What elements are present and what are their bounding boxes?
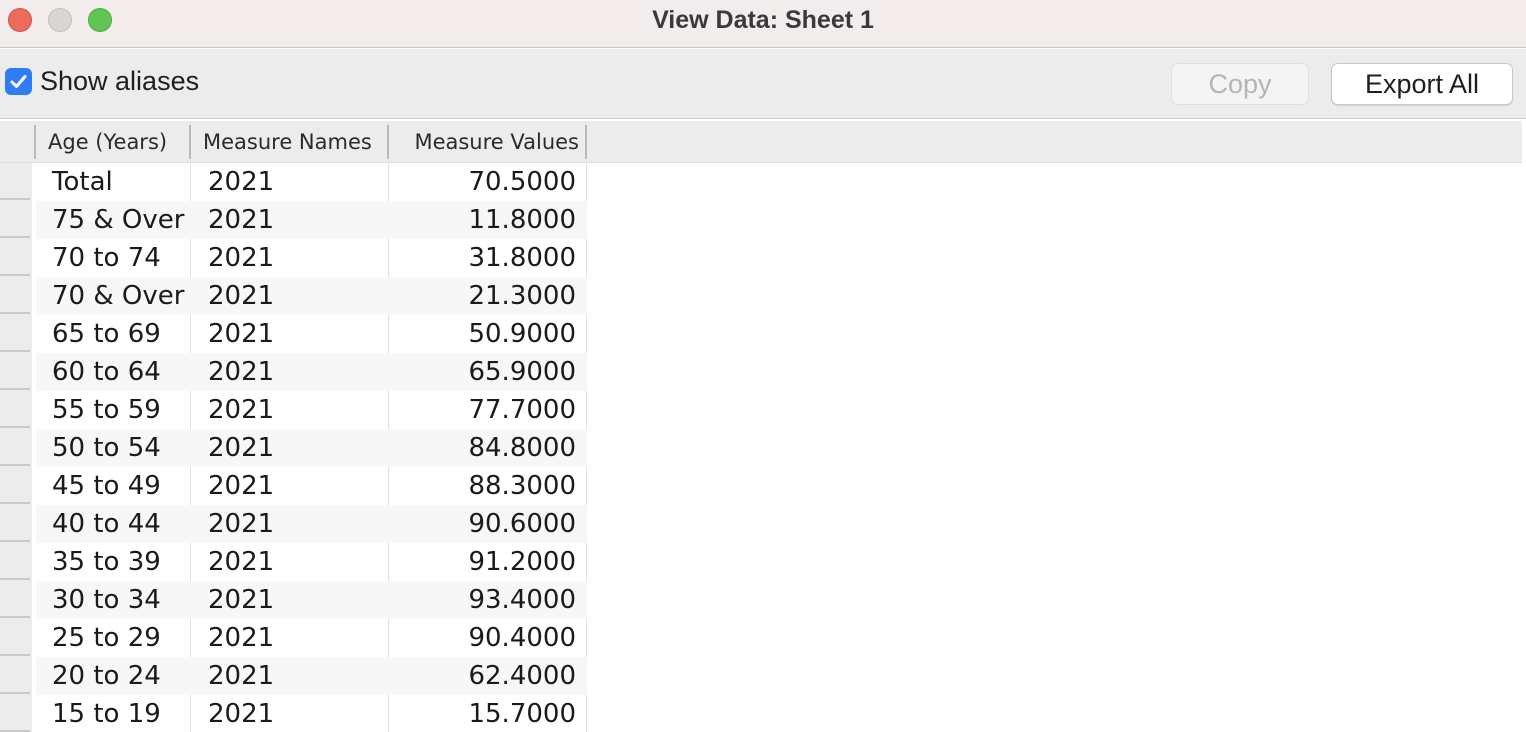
close-window-button[interactable] xyxy=(8,8,32,32)
cell-measure-values[interactable]: 31.8000 xyxy=(468,243,576,273)
cell-measure-values[interactable]: 65.9000 xyxy=(468,357,576,387)
export-all-button[interactable]: Export All xyxy=(1331,63,1513,105)
row-header-column xyxy=(0,163,32,732)
cell-measure-names[interactable]: 2021 xyxy=(208,281,275,311)
table-row[interactable]: 25 to 29 2021 90.4000 xyxy=(36,619,587,657)
cell-measure-values[interactable]: 93.4000 xyxy=(468,585,576,615)
cell-measure-names[interactable]: 2021 xyxy=(208,509,275,539)
cell-age[interactable]: 50 to 54 xyxy=(52,433,161,463)
cell-measure-names[interactable]: 2021 xyxy=(208,623,275,653)
row-header-separator xyxy=(0,236,30,238)
cell-age[interactable]: 20 to 24 xyxy=(52,661,161,691)
maximize-window-button[interactable] xyxy=(88,8,112,32)
table-row[interactable]: 50 to 54 2021 84.8000 xyxy=(36,429,587,467)
row-header-separator xyxy=(0,464,30,466)
cell-age[interactable]: 30 to 34 xyxy=(52,585,161,615)
cell-age[interactable]: 35 to 39 xyxy=(52,547,161,577)
cell-age[interactable]: 25 to 29 xyxy=(52,623,161,653)
cell-age[interactable]: 60 to 64 xyxy=(52,357,161,387)
cell-measure-values[interactable]: 15.7000 xyxy=(468,699,576,729)
cell-measure-values[interactable]: 91.2000 xyxy=(468,547,576,577)
row-header-separator xyxy=(0,198,30,200)
cell-age[interactable]: 15 to 19 xyxy=(52,699,161,729)
cell-age[interactable]: 75 & Over xyxy=(52,205,185,235)
column-header-age[interactable]: Age (Years) xyxy=(34,125,191,159)
cell-age[interactable]: 70 & Over xyxy=(52,281,185,311)
row-header-separator xyxy=(0,388,30,390)
table-row[interactable]: 15 to 19 2021 15.7000 xyxy=(36,695,587,732)
cell-measure-names[interactable]: 2021 xyxy=(208,205,275,235)
cell-measure-names[interactable]: 2021 xyxy=(208,547,275,577)
checkmark-icon xyxy=(10,75,27,88)
title-bar: View Data: Sheet 1 xyxy=(0,0,1526,48)
data-table: Age (Years) Measure Names Measure Values… xyxy=(0,121,1526,732)
row-header-separator xyxy=(0,312,30,314)
cell-measure-names[interactable]: 2021 xyxy=(208,357,275,387)
table-row[interactable]: 40 to 44 2021 90.6000 xyxy=(36,505,587,543)
row-header-separator xyxy=(0,274,30,276)
table-header: Age (Years) Measure Names Measure Values xyxy=(0,121,1522,163)
row-header-separator xyxy=(0,502,30,504)
cell-measure-names[interactable]: 2021 xyxy=(208,319,275,349)
table-row[interactable]: 35 to 39 2021 91.2000 xyxy=(36,543,587,581)
cell-measure-names[interactable]: 2021 xyxy=(208,395,275,425)
cell-measure-names[interactable]: 2021 xyxy=(208,699,275,729)
table-row[interactable]: 70 & Over 2021 21.3000 xyxy=(36,277,587,315)
cell-measure-values[interactable]: 77.7000 xyxy=(468,395,576,425)
cell-measure-values[interactable]: 84.8000 xyxy=(468,433,576,463)
show-aliases-label[interactable]: Show aliases xyxy=(40,66,200,96)
cell-measure-values[interactable]: 90.6000 xyxy=(468,509,576,539)
cell-age[interactable]: Total xyxy=(52,167,113,197)
table-row[interactable]: 20 to 24 2021 62.4000 xyxy=(36,657,587,695)
table-row[interactable]: 60 to 64 2021 65.9000 xyxy=(36,353,587,391)
table-row[interactable]: Total 2021 70.5000 xyxy=(36,163,587,201)
row-header-separator xyxy=(0,616,30,618)
table-row[interactable]: 45 to 49 2021 88.3000 xyxy=(36,467,587,505)
cell-measure-names[interactable]: 2021 xyxy=(208,433,275,463)
row-header-separator xyxy=(0,350,30,352)
row-header-separator xyxy=(0,654,30,656)
row-header-separator xyxy=(0,540,30,542)
cell-measure-values[interactable]: 70.5000 xyxy=(468,167,576,197)
cell-age[interactable]: 65 to 69 xyxy=(52,319,161,349)
cell-measure-values[interactable]: 62.4000 xyxy=(468,661,576,691)
cell-age[interactable]: 45 to 49 xyxy=(52,471,161,501)
table-row[interactable]: 75 & Over 2021 11.8000 xyxy=(36,201,587,239)
cell-age[interactable]: 40 to 44 xyxy=(52,509,161,539)
row-header-separator xyxy=(0,692,30,694)
toolbar: Show aliases Copy Export All xyxy=(0,49,1526,119)
cell-measure-values[interactable]: 50.9000 xyxy=(468,319,576,349)
window-title: View Data: Sheet 1 xyxy=(652,6,874,34)
table-row[interactable]: 65 to 69 2021 50.9000 xyxy=(36,315,587,353)
show-aliases-checkbox[interactable] xyxy=(5,68,32,95)
table-row[interactable]: 30 to 34 2021 93.4000 xyxy=(36,581,587,619)
column-header-measure-values[interactable]: Measure Values xyxy=(389,125,587,159)
row-header-separator xyxy=(0,426,30,428)
copy-button[interactable]: Copy xyxy=(1171,63,1309,105)
table-row[interactable]: 70 to 74 2021 31.8000 xyxy=(36,239,587,277)
cell-measure-names[interactable]: 2021 xyxy=(208,167,275,197)
table-row[interactable]: 55 to 59 2021 77.7000 xyxy=(36,391,587,429)
cell-measure-values[interactable]: 21.3000 xyxy=(468,281,576,311)
cell-age[interactable]: 70 to 74 xyxy=(52,243,161,273)
cell-measure-names[interactable]: 2021 xyxy=(208,585,275,615)
row-header-separator xyxy=(0,578,30,580)
minimize-window-button[interactable] xyxy=(48,8,72,32)
cell-measure-values[interactable]: 88.3000 xyxy=(468,471,576,501)
cell-age[interactable]: 55 to 59 xyxy=(52,395,161,425)
row-header-separator xyxy=(0,730,30,732)
cell-measure-names[interactable]: 2021 xyxy=(208,471,275,501)
cell-measure-names[interactable]: 2021 xyxy=(208,243,275,273)
cell-measure-values[interactable]: 11.8000 xyxy=(468,205,576,235)
cell-measure-names[interactable]: 2021 xyxy=(208,661,275,691)
column-header-measure-names[interactable]: Measure Names xyxy=(191,125,389,159)
cell-measure-values[interactable]: 90.4000 xyxy=(468,623,576,653)
